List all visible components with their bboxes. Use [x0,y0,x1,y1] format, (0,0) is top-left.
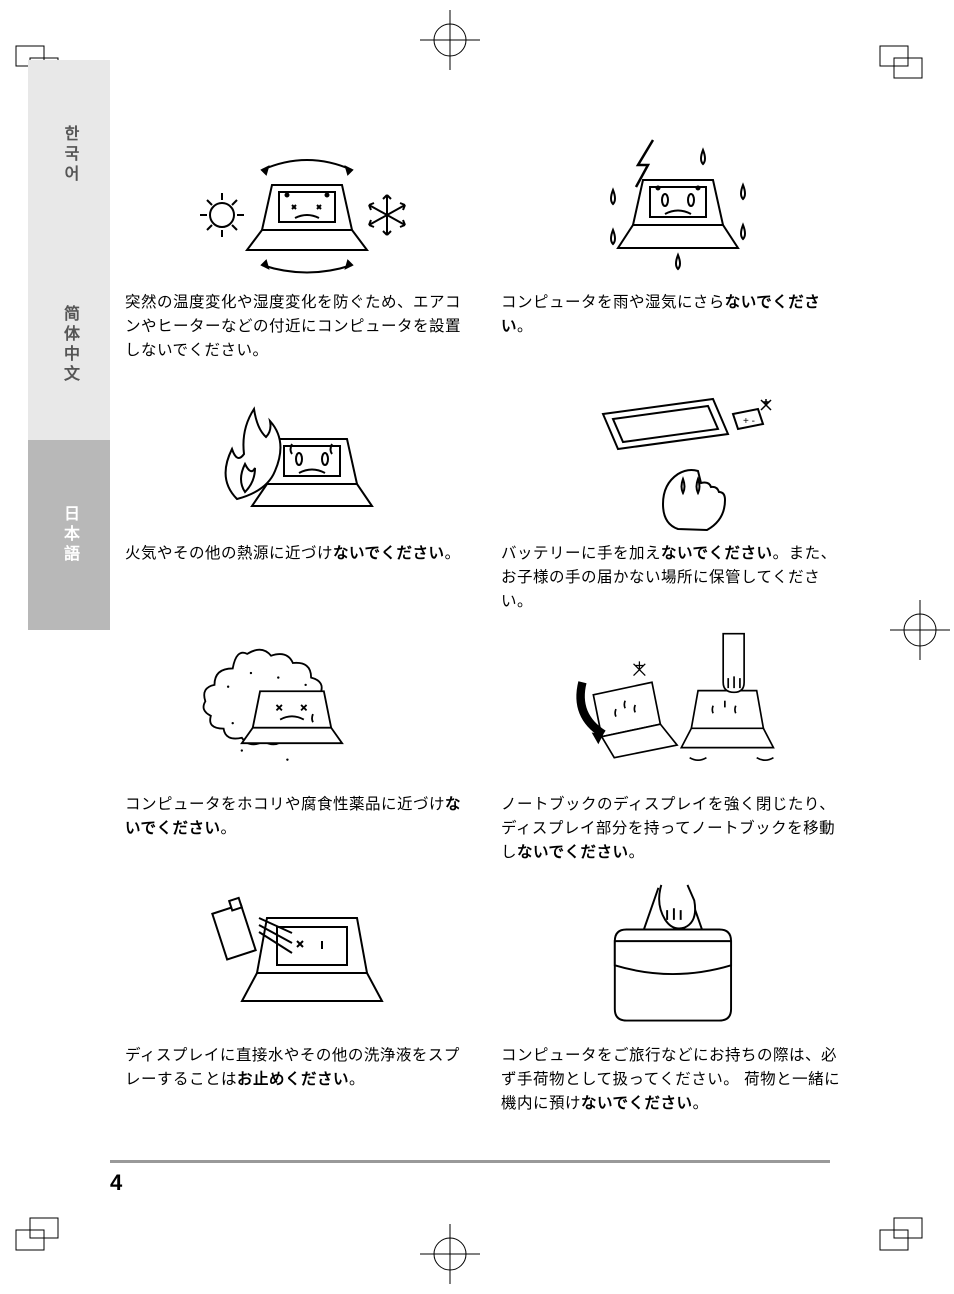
warning-cell-spray: ディスプレイに直接水やその他の洗浄液をスプレーすることはお止めください。 [125,883,469,1116]
sidebar-tab-label: 日本語 [57,505,81,565]
caption: コンピュータをホコリや腐食性薬品に近づけないでください。 [125,793,469,841]
content-grid: 突然の温度変化や湿度変化を防ぐため、エアコンやヒーターなどの付近にコンピュータを… [125,130,845,1116]
sidebar-tab-japanese[interactable]: 日本語 [28,440,110,630]
illustration-rain [543,130,803,285]
sidebar-tab-korean[interactable]: 한국어 [28,60,110,250]
warning-cell-fire: 火気やその他の熱源に近づけないでください。 [125,381,469,614]
svg-text:+ -: + - [743,416,755,427]
caption: ノートブックのディスプレイを強く閉じたり、ディスプレイ部分を持ってノートブックを… [501,793,845,865]
caption: ディスプレイに直接水やその他の洗浄液をスプレーすることはお止めください。 [125,1044,469,1092]
warning-cell-display-handling: ノートブックのディスプレイを強く閉じたり、ディスプレイ部分を持ってノートブックを… [501,632,845,865]
illustration-fire [167,381,427,536]
warning-cell-dust: コンピュータをホコリや腐食性薬品に近づけないでください。 [125,632,469,865]
caption: 突然の温度変化や湿度変化を防ぐため、エアコンやヒーターなどの付近にコンピュータを… [125,291,469,363]
page-number: 4 [110,1170,122,1196]
page: 한국어 简体中文 日本語 [0,60,954,1230]
sidebar-tab-label: 한국어 [57,125,81,185]
warning-cell-battery: + - バッテリーに手を加えないでください。また、お子様の手の届かない場所に保管… [501,381,845,614]
illustration-display-handling [543,632,803,787]
illustration-temperature [167,130,427,285]
illustration-battery: + - [543,381,803,536]
footer-rule [110,1160,830,1163]
illustration-travel-bag [543,883,803,1038]
caption: コンピュータを雨や湿気にさらないでください。 [501,291,845,339]
warning-cell-travel-bag: コンピュータをご旅行などにお持ちの際は、必ず手荷物として扱ってください。 荷物と… [501,883,845,1116]
caption: バッテリーに手を加えないでください。また、お子様の手の届かない場所に保管してくだ… [501,542,845,614]
sidebar-tab-label: 简体中文 [57,305,81,385]
warning-cell-temperature: 突然の温度変化や湿度変化を防ぐため、エアコンやヒーターなどの付近にコンピュータを… [125,130,469,363]
warning-cell-rain: コンピュータを雨や湿気にさらないでください。 [501,130,845,363]
caption: コンピュータをご旅行などにお持ちの際は、必ず手荷物として扱ってください。 荷物と… [501,1044,845,1116]
illustration-spray [167,883,427,1038]
sidebar-tab-chinese[interactable]: 简体中文 [28,250,110,440]
caption: 火気やその他の熱源に近づけないでください。 [125,542,469,566]
language-sidebar: 한국어 简体中文 日本語 [28,60,110,630]
illustration-dust [167,632,427,787]
